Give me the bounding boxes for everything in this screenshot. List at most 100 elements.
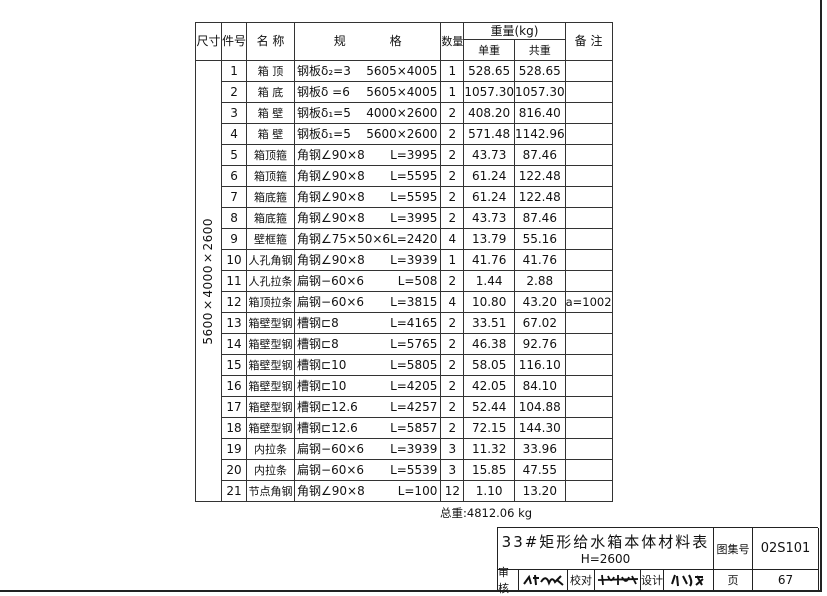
cell-remark xyxy=(564,438,613,460)
cell-spec: 角钢∠90×8 L=3995 xyxy=(294,207,442,229)
cell-no: 14 xyxy=(220,333,248,355)
cell-no: 8 xyxy=(220,207,248,229)
spec-length: L=4205 xyxy=(390,378,438,393)
design-signature xyxy=(664,570,714,591)
cell-qty: 12 xyxy=(440,480,465,502)
spec-length: L=3939 xyxy=(390,252,438,267)
cell-total: 116.10 xyxy=(513,354,566,376)
spec-material: 钢板δ₁=5 xyxy=(297,105,351,120)
spec-length: L=5595 xyxy=(390,168,438,183)
cell-spec: 钢板δ₁=5 5600×2600 xyxy=(294,123,442,145)
cell-unit: 1.44 xyxy=(463,270,515,292)
spec-length: L=4257 xyxy=(390,399,438,414)
cell-name: 箱壁型钢 xyxy=(246,396,296,418)
cell-qty: 1 xyxy=(440,249,465,271)
spec-material: 钢板δ₂=3 xyxy=(297,63,351,78)
cell-remark xyxy=(564,480,613,502)
header-weight: 重量(kg) xyxy=(463,22,566,40)
spec-length: 5600×2600 xyxy=(366,126,438,141)
cell-no: 12 xyxy=(220,291,248,313)
cell-name: 箱顶拉条 xyxy=(246,291,296,313)
cell-total: 122.48 xyxy=(513,165,566,187)
cell-name: 箱壁型钢 xyxy=(246,417,296,439)
cell-qty: 2 xyxy=(440,417,465,439)
cell-qty: 3 xyxy=(440,438,465,460)
header-unit-weight: 单重 xyxy=(463,39,515,61)
cell-unit: 42.05 xyxy=(463,375,515,397)
spec-material: 角钢∠90×8 xyxy=(297,210,365,225)
cell-name: 壁框箍 xyxy=(246,228,296,250)
cell-spec: 角钢∠90×8 L=5595 xyxy=(294,165,442,187)
material-table: 尺寸 件号 名 称 规 格 数量 重量(kg) 备 注 单重 共重 5600×4… xyxy=(195,22,613,502)
design-label: 设计 xyxy=(641,570,664,591)
size-label: 5600×4000×2600 xyxy=(201,217,215,345)
cell-total: 104.88 xyxy=(513,396,566,418)
cell-total: 67.02 xyxy=(513,312,566,334)
cell-remark xyxy=(564,396,613,418)
cell-total: 13.20 xyxy=(513,480,566,502)
cell-spec: 角钢∠90×8 L=100 xyxy=(294,480,442,502)
table-row: 11 人孔拉条 扁钢−60×6 L=508 2 1.44 2.88 xyxy=(196,270,613,292)
cell-qty: 1 xyxy=(440,81,465,103)
spec-length: 5605×4005 xyxy=(366,84,438,99)
cell-unit: 13.79 xyxy=(463,228,515,250)
table-row: 18 箱壁型钢 槽钢⊏12.6 L=5857 2 72.15 144.30 xyxy=(196,417,613,439)
cell-total: 55.16 xyxy=(513,228,566,250)
cell-unit: 11.32 xyxy=(463,438,515,460)
cell-unit: 408.20 xyxy=(463,102,515,124)
cell-no: 20 xyxy=(220,459,248,481)
spec-material: 角钢∠90×8 xyxy=(297,189,365,204)
cell-total: 1142.96 xyxy=(513,123,566,145)
header-qty: 数量 xyxy=(440,22,465,61)
cell-unit: 33.51 xyxy=(463,312,515,334)
header-no: 件号 xyxy=(220,22,248,61)
cell-qty: 2 xyxy=(440,270,465,292)
header-spec: 规 格 xyxy=(294,22,442,61)
spec-material: 角钢∠90×8 xyxy=(297,147,365,162)
cell-name: 箱壁型钢 xyxy=(246,375,296,397)
spec-material: 槽钢⊏8 xyxy=(297,315,339,330)
cell-spec: 钢板δ₂=3 5605×4005 xyxy=(294,60,442,82)
table-row: 20 内拉条 扁钢−60×6 L=5539 3 15.85 47.55 xyxy=(196,459,613,481)
atlas-label: 图集号 xyxy=(714,528,753,570)
spec-material: 钢板δ₁=5 xyxy=(297,126,351,141)
table-row: 6 箱顶箍 角钢∠90×8 L=5595 2 61.24 122.48 xyxy=(196,165,613,187)
cell-unit: 10.80 xyxy=(463,291,515,313)
cell-no: 9 xyxy=(220,228,248,250)
cell-no: 21 xyxy=(220,480,248,502)
cell-remark xyxy=(564,144,613,166)
spec-length: L=5857 xyxy=(390,420,438,435)
page-number: 67 xyxy=(753,570,819,591)
cell-qty: 4 xyxy=(440,291,465,313)
cell-remark xyxy=(564,417,613,439)
spec-length: L=3995 xyxy=(390,210,438,225)
spec-length: 5605×4005 xyxy=(366,63,438,78)
table-row: 10 人孔角钢 角钢∠90×8 L=3939 1 41.76 41.76 xyxy=(196,249,613,271)
cell-name: 箱顶箍 xyxy=(246,165,296,187)
table-row: 15 箱壁型钢 槽钢⊏10 L=5805 2 58.05 116.10 xyxy=(196,354,613,376)
cell-unit: 1.10 xyxy=(463,480,515,502)
spec-material: 扁钢−60×6 xyxy=(297,294,365,309)
spec-material: 扁钢−60×6 xyxy=(297,462,365,477)
spec-material: 角钢∠90×8 xyxy=(297,483,365,498)
cell-no: 2 xyxy=(220,81,248,103)
cell-total: 122.48 xyxy=(513,186,566,208)
cell-remark xyxy=(564,186,613,208)
cell-no: 19 xyxy=(220,438,248,460)
cell-qty: 4 xyxy=(440,228,465,250)
cell-unit: 571.48 xyxy=(463,123,515,145)
table-row: 8 箱底箍 角钢∠90×8 L=3995 2 43.73 87.46 xyxy=(196,207,613,229)
cell-spec: 扁钢−60×6 L=3939 xyxy=(294,438,442,460)
cell-spec: 扁钢−60×6 L=5539 xyxy=(294,459,442,481)
spec-material: 槽钢⊏8 xyxy=(297,336,339,351)
cell-remark xyxy=(564,165,613,187)
cell-remark xyxy=(564,102,613,124)
review-label: 审核 xyxy=(498,566,519,595)
cell-name: 箱 顶 xyxy=(246,60,296,82)
drawing-title: 33#矩形给水箱本体材料表 xyxy=(501,533,710,551)
cell-unit: 61.24 xyxy=(463,165,515,187)
table-row: 5600×4000×2600 1 箱 顶钢板δ₂=3 5605×4005 1 528.65… xyxy=(195,60,613,502)
drawing-subtitle: H=2600 xyxy=(580,552,631,566)
